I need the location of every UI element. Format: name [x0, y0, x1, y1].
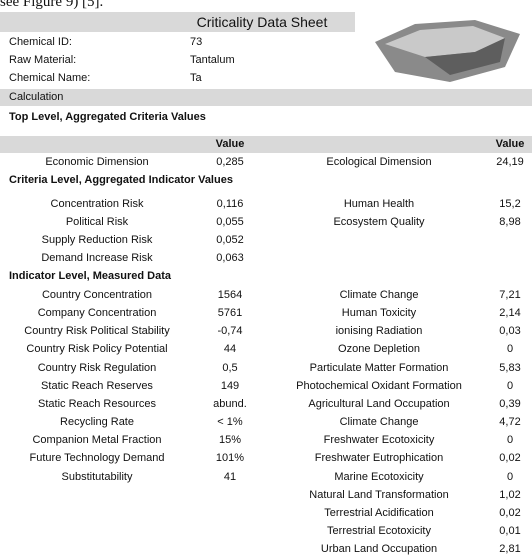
row-label: ionising Radiation — [336, 324, 423, 338]
row-label: Human Toxicity — [342, 306, 416, 320]
row-value: 0,052 — [216, 233, 244, 247]
row-label: Economic Dimension — [45, 155, 148, 169]
row-value: 41 — [224, 470, 236, 484]
row-value: 2,14 — [499, 306, 520, 320]
row-value: 7,21 — [499, 288, 520, 302]
info-label: Chemical Name: — [9, 71, 90, 85]
row-label: Political Risk — [66, 215, 128, 229]
row-label: Demand Increase Risk — [41, 251, 152, 265]
row-label: Country Risk Regulation — [38, 361, 157, 375]
row-label: Ecological Dimension — [326, 155, 431, 169]
row-label: Climate Change — [340, 415, 419, 429]
row-label: Freshwater Eutrophication — [315, 451, 443, 465]
row-value: 101% — [216, 451, 244, 465]
row-value: 1,02 — [499, 488, 520, 502]
calculation-label: Calculation — [9, 90, 63, 104]
row-label: Freshwater Ecotoxicity — [324, 433, 435, 447]
row-label: Human Health — [344, 197, 414, 211]
row-value: 0 — [507, 470, 513, 484]
row-label: Ecosystem Quality — [333, 215, 424, 229]
value-header: Value — [216, 137, 245, 151]
row-label: Companion Metal Fraction — [32, 433, 161, 447]
info-value: 73 — [190, 35, 202, 49]
row-label: Substitutability — [62, 470, 133, 484]
section-title: Top Level, Aggregated Criteria Values — [9, 110, 206, 124]
row-label: Concentration Risk — [51, 197, 144, 211]
row-label: Agricultural Land Occupation — [308, 397, 449, 411]
data-sheet: see Figure 9) [5]. Criticality Data Shee… — [0, 0, 532, 557]
row-value: 15% — [219, 433, 241, 447]
row-value: 0 — [507, 433, 513, 447]
section-title: Criteria Level, Aggregated Indicator Val… — [9, 173, 233, 187]
row-value: 8,98 — [499, 215, 520, 229]
row-label: Recycling Rate — [60, 415, 134, 429]
info-label: Chemical ID: — [9, 35, 72, 49]
row-value: < 1% — [217, 415, 242, 429]
row-value: 2,81 — [499, 542, 520, 556]
calculation-band — [0, 89, 532, 106]
row-label: Country Concentration — [42, 288, 152, 302]
row-label: Supply Reduction Risk — [42, 233, 153, 247]
row-label: Country Risk Policy Potential — [26, 342, 167, 356]
row-label: Photochemical Oxidant Formation — [296, 379, 462, 393]
row-label: Marine Ecotoxicity — [334, 470, 423, 484]
row-value: 0,02 — [499, 451, 520, 465]
row-value: 0,39 — [499, 397, 520, 411]
row-value: 0,02 — [499, 506, 520, 520]
row-value: 44 — [224, 342, 236, 356]
caption-fragment: see Figure 9) [5]. — [0, 0, 103, 9]
row-value: 0,01 — [499, 524, 520, 538]
row-value: 0,063 — [216, 251, 244, 265]
row-label: Future Technology Demand — [30, 451, 165, 465]
row-value: abund. — [213, 397, 247, 411]
info-label: Raw Material: — [9, 53, 76, 67]
row-value: 0,055 — [216, 215, 244, 229]
row-label: Natural Land Transformation — [309, 488, 448, 502]
row-label: Ozone Depletion — [338, 342, 420, 356]
value-header: Value — [496, 137, 525, 151]
row-value: 0,03 — [499, 324, 520, 338]
row-value: 24,19 — [496, 155, 524, 169]
row-label: Terrestrial Ecotoxicity — [327, 524, 431, 538]
row-value: 0 — [507, 379, 513, 393]
material-image — [355, 12, 532, 88]
row-value: -0,74 — [217, 324, 242, 338]
value-header-band — [0, 136, 532, 153]
row-value: 0,285 — [216, 155, 244, 169]
row-label: Urban Land Occupation — [321, 542, 437, 556]
row-label: Terrestrial Acidification — [324, 506, 433, 520]
row-label: Climate Change — [340, 288, 419, 302]
row-value: 15,2 — [499, 197, 520, 211]
info-value: Ta — [190, 71, 202, 85]
row-value: 0,5 — [222, 361, 237, 375]
row-value: 0 — [507, 342, 513, 356]
sheet-title: Criticality Data Sheet — [197, 13, 328, 31]
info-value: Tantalum — [190, 53, 235, 67]
row-value: 1564 — [218, 288, 242, 302]
row-label: Country Risk Political Stability — [24, 324, 170, 338]
row-label: Static Reach Reserves — [41, 379, 153, 393]
row-label: Company Concentration — [38, 306, 157, 320]
row-label: Static Reach Resources — [38, 397, 156, 411]
row-value: 5,83 — [499, 361, 520, 375]
row-value: 0,116 — [217, 197, 244, 211]
row-value: 149 — [221, 379, 239, 393]
row-value: 4,72 — [499, 415, 520, 429]
row-value: 5761 — [218, 306, 242, 320]
row-label: Particulate Matter Formation — [310, 361, 449, 375]
section-title: Indicator Level, Measured Data — [9, 269, 171, 283]
